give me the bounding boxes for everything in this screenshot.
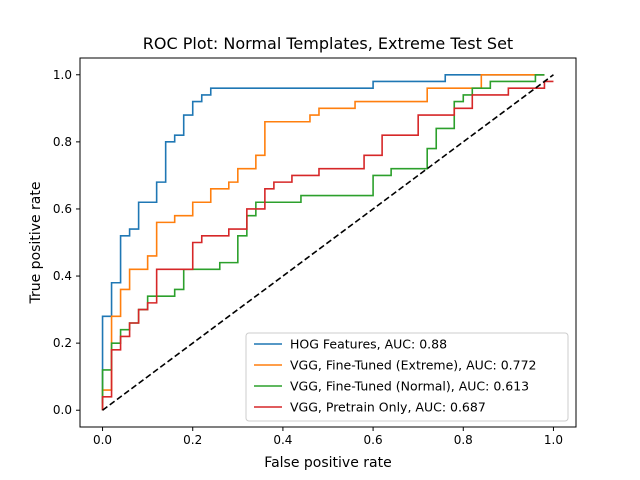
x-axis-label: False positive rate (264, 455, 391, 471)
series-line-1 (101, 73, 545, 411)
chart-title: ROC Plot: Normal Templates, Extreme Test… (143, 34, 513, 53)
y-tick-label: 0.6 (53, 202, 72, 216)
legend-entries: HOG Features, AUC: 0.88 VGG, Fine-Tuned (… (254, 337, 537, 415)
y-tick-label: 0.4 (53, 269, 72, 283)
x-tick-label: 1.0 (544, 433, 563, 447)
plot-area (79, 57, 577, 428)
reference-diagonal (102, 74, 554, 411)
y-tick-label: 0.8 (53, 135, 72, 149)
legend-label-2: VGG, Fine-Tuned (Normal), AUC: 0.613 (290, 379, 529, 394)
x-tick-label: 0.6 (364, 433, 383, 447)
legend-label-1: VGG, Fine-Tuned (Extreme), AUC: 0.772 (290, 358, 537, 373)
x-axis-ticks: 0.0 0.2 0.4 0.6 0.8 1.0 (93, 427, 563, 447)
series-line-3 (101, 80, 554, 411)
x-tick-label: 0.2 (183, 433, 202, 447)
y-tick-label: 1.0 (53, 68, 72, 82)
legend-label-0: HOG Features, AUC: 0.88 (290, 337, 447, 352)
axes-frame (79, 57, 577, 428)
legend: HOG Features, AUC: 0.88 VGG, Fine-Tuned (… (245, 332, 569, 422)
y-tick-label: 0.0 (53, 403, 72, 417)
y-axis-ticks: 0.0 0.2 0.4 0.6 0.8 1.0 (53, 68, 80, 417)
x-tick-label: 0.0 (93, 433, 112, 447)
x-tick-label: 0.8 (454, 433, 473, 447)
y-tick-label: 0.2 (53, 336, 72, 350)
legend-label-3: VGG, Pretrain Only, AUC: 0.687 (290, 400, 486, 415)
series-layer (101, 73, 554, 411)
series-line-0 (101, 73, 545, 411)
x-tick-label: 0.4 (273, 433, 292, 447)
y-axis-label: True positive rate (28, 182, 44, 305)
legend-box (245, 332, 569, 422)
